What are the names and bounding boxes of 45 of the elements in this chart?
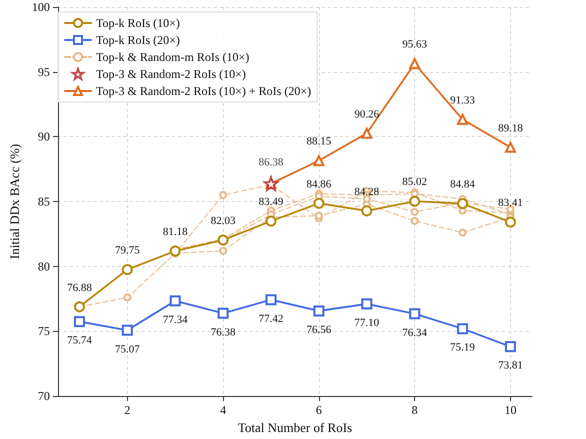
data-label: 91.33 [450,94,476,106]
data-label: 89.18 [498,122,524,134]
y-tick-label: 95 [38,64,50,79]
x-axis-title: Total Number of RoIs [238,420,352,435]
y-axis-title: Initial DDx BAcc (%) [7,144,22,260]
data-label: 75.07 [114,343,140,356]
data-label: 81.18 [162,226,188,238]
legend-label: Top-k RoIs (20×) [96,33,180,47]
data-label: 77.42 [258,312,284,325]
legend-label: Top-k & Random-m RoIs (10×) [96,50,250,64]
legend-label: Top-k RoIs (10×) [96,16,180,30]
x-tick-label: 4 [220,403,226,417]
legend-label: Top-3 & Random-2 RoIs (10×) [96,67,246,81]
x-tick-label: 6 [316,403,322,417]
data-label: 77.10 [354,316,380,329]
data-label: 83.41 [498,197,523,210]
x-tick-label: 2 [124,403,130,417]
data-label: 76.38 [210,326,236,338]
y-tick-label: 100 [32,0,50,14]
data-label: 85.02 [402,176,428,188]
data-label: 83.49 [258,196,284,208]
data-label: 86.38 [258,156,284,169]
y-tick-label: 90 [38,130,50,144]
data-label: 76.34 [402,326,428,339]
data-label: 77.34 [162,314,188,326]
y-tick-label: 80 [38,259,50,274]
data-label: 82.03 [210,215,236,228]
x-tick-label: 10 [504,403,516,417]
data-label: 84.28 [354,186,380,198]
data-label: 88.15 [306,136,332,148]
data-label: 79.75 [114,244,140,257]
data-label: 84.86 [306,178,332,190]
data-label: 90.26 [354,108,380,120]
y-tick-label: 75 [38,324,50,338]
data-label: 76.88 [67,282,92,294]
data-label: 75.19 [450,342,476,354]
data-label: 73.81 [498,360,523,372]
y-tick-label: 85 [38,194,50,208]
y-tick-label: 70 [38,389,50,403]
data-label: 84.84 [450,178,476,191]
x-tick-label: 8 [412,403,418,417]
legend-label: Top-3 & Random-2 RoIs (10×) + RoIs (20×) [96,84,312,98]
data-label: 76.56 [306,324,332,336]
data-label: 75.74 [67,334,92,347]
data-label: 95.63 [402,38,428,51]
